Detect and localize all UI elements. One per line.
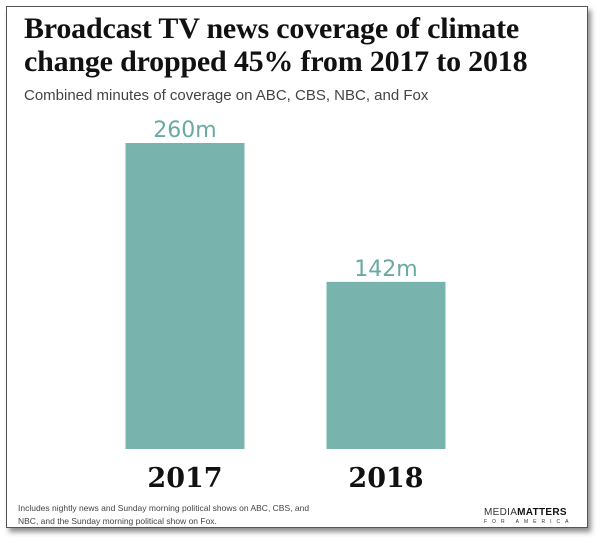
data-label: 260m	[153, 118, 216, 143]
chart-header: Broadcast TV news coverage of climate ch…	[24, 12, 584, 105]
chart-title: Broadcast TV news coverage of climate ch…	[24, 12, 528, 78]
bar-2017	[125, 143, 245, 449]
media-matters-logo: MEDIAMATTERS FOR AMERICA	[484, 507, 574, 525]
data-label: 142m	[354, 257, 417, 282]
chart-card	[6, 6, 588, 528]
chart-subtitle: Combined minutes of coverage on ABC, CBS…	[24, 87, 429, 104]
category-label: 2017	[147, 463, 222, 494]
footnote: Includes nightly news and Sunday morning…	[18, 503, 310, 526]
category-label: 2018	[348, 463, 423, 494]
bar-2018	[326, 281, 446, 449]
